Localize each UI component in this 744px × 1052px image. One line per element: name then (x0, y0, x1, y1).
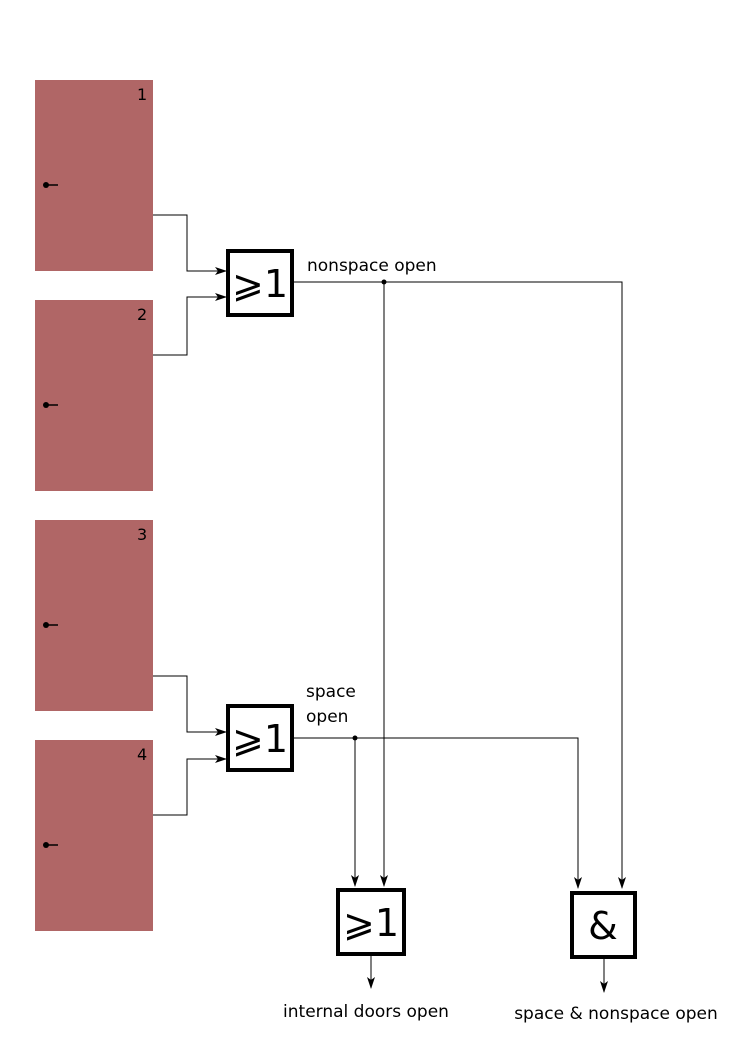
door-4-panel (35, 740, 153, 931)
door-1-number: 1 (137, 85, 147, 104)
gate-or-space-box (226, 704, 294, 772)
label-nonspace-open: nonspace open (307, 256, 437, 276)
junction-space (352, 735, 358, 741)
door-3-panel (35, 520, 153, 711)
wire-nonspace-to-and (294, 281, 626, 889)
door-3: 3 (35, 520, 153, 711)
door-1-panel (35, 80, 153, 271)
gate-or-space: ⩾1 (226, 704, 294, 772)
gate-or-nonspace: ⩾1 (226, 249, 294, 317)
door-2-number: 2 (137, 305, 147, 324)
door-4: 4 (35, 740, 153, 931)
door-2: 2 (35, 300, 153, 491)
wire-door2-to-or-nonspace (153, 293, 227, 356)
gate-or-internal-symbol: ⩾1 (343, 901, 399, 945)
junction-nonspace (381, 279, 387, 285)
label-internal-doors-open: internal doors open (283, 1002, 449, 1022)
gate-or-internal-box (336, 888, 406, 956)
wire-door4-to-or-space (153, 755, 227, 816)
gate-and-both: & (570, 891, 637, 959)
door-3-number: 3 (137, 525, 147, 544)
wire-door3-to-or-space (153, 675, 227, 736)
gate-or-space-symbol: ⩾1 (232, 717, 288, 761)
door-1: 1 (35, 80, 153, 271)
label-space-open-line1: space (306, 682, 356, 702)
gate-and-both-symbol: & (588, 904, 618, 948)
door-4-number: 4 (137, 745, 147, 764)
door-2-panel (35, 300, 153, 491)
gate-or-internal: ⩾1 (336, 888, 406, 956)
label-space-open-line2: open (306, 707, 348, 727)
gate-or-nonspace-symbol: ⩾1 (232, 262, 288, 306)
gate-or-nonspace-box (226, 249, 294, 317)
wire-space-to-and (294, 737, 582, 889)
label-space-and-nonspace-open: space & nonspace open (514, 1004, 718, 1024)
gate-and-both-box (570, 891, 637, 959)
wire-door1-to-or-nonspace (153, 214, 227, 275)
